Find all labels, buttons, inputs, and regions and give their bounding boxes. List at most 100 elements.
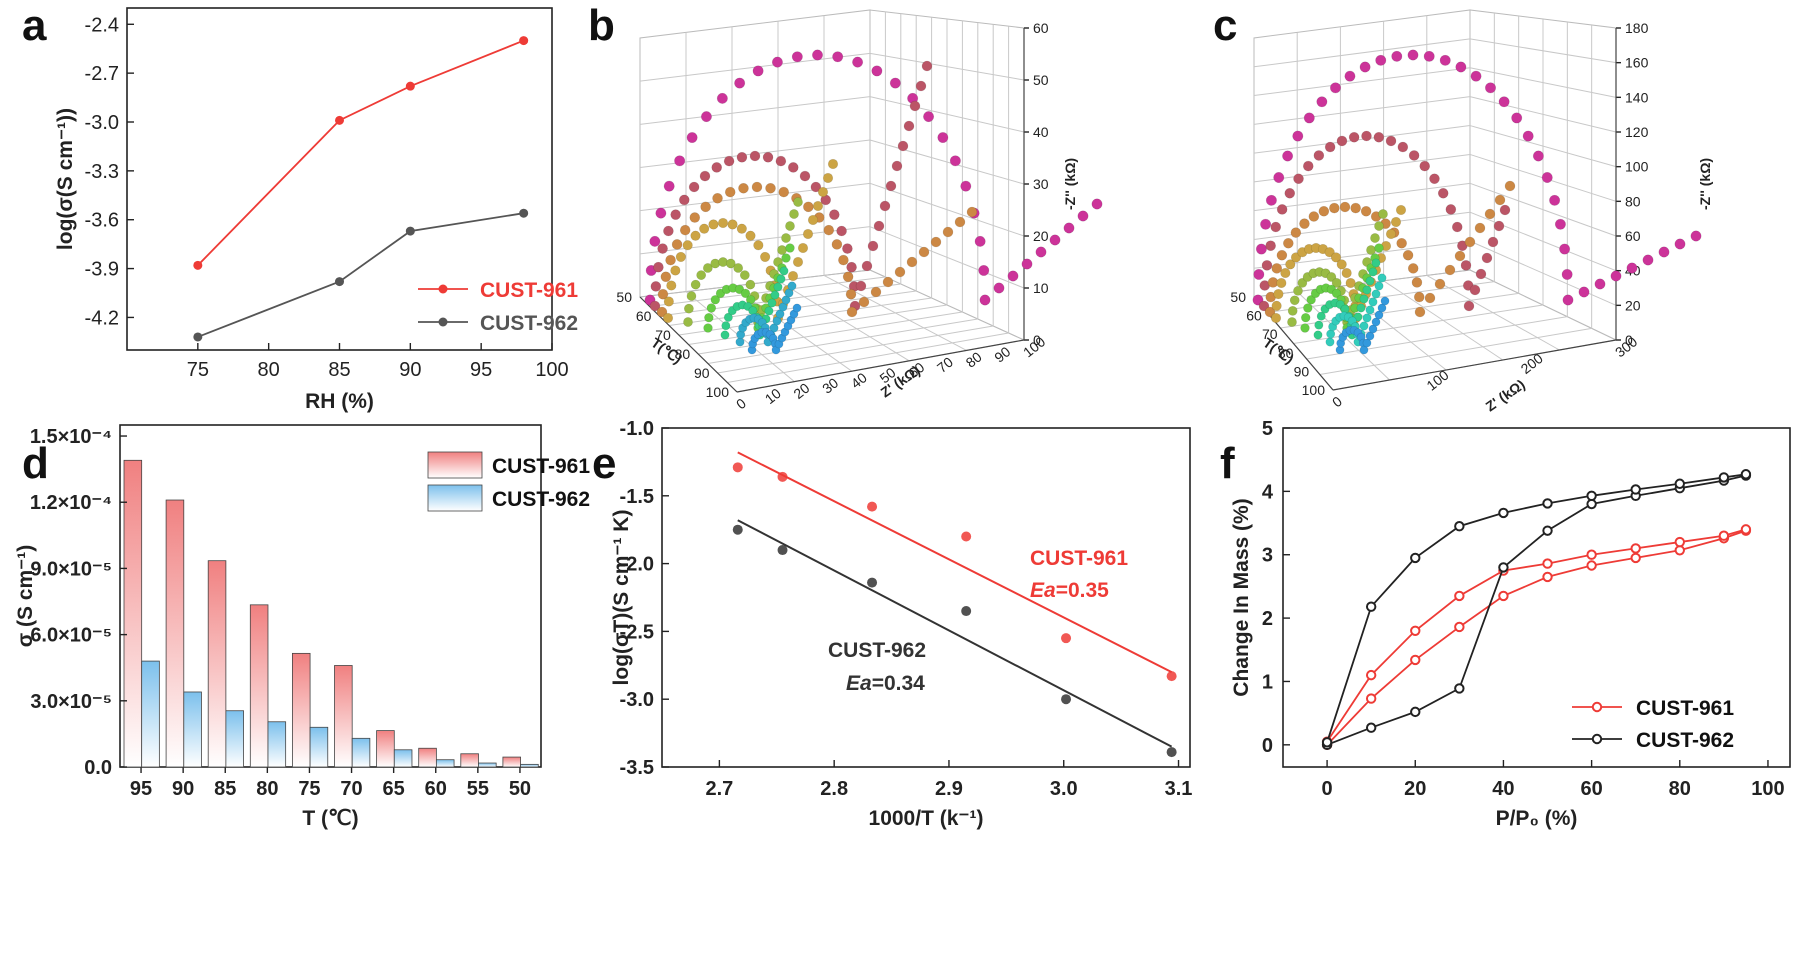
z-tick-label: 100 bbox=[1625, 159, 1649, 175]
nyquist-point bbox=[674, 155, 686, 167]
nyquist-point bbox=[787, 281, 797, 291]
nyquist-point bbox=[1419, 160, 1431, 172]
x-tick-label: 3.0 bbox=[1050, 778, 1078, 800]
nyquist-point bbox=[764, 306, 774, 316]
grid-line bbox=[1253, 125, 1471, 154]
data-point bbox=[405, 226, 415, 236]
nyquist-point bbox=[1498, 96, 1510, 108]
data-point bbox=[1365, 693, 1377, 704]
data-point bbox=[1630, 543, 1641, 554]
x-tick-label: 10 bbox=[762, 385, 784, 407]
bar bbox=[520, 763, 539, 768]
grid-line bbox=[639, 182, 871, 212]
nyquist-point bbox=[1293, 285, 1303, 296]
bar bbox=[165, 499, 185, 768]
nyquist-point bbox=[723, 155, 735, 167]
nyquist-point bbox=[1336, 135, 1348, 147]
x-axis-title: RH (%) bbox=[305, 390, 374, 413]
nyquist-point bbox=[810, 181, 822, 193]
nyquist-point bbox=[779, 266, 789, 276]
y-tick-label: 100 bbox=[706, 384, 730, 400]
nyquist-point bbox=[1331, 278, 1342, 288]
nyquist-point bbox=[682, 240, 693, 251]
nyquist-point bbox=[1396, 237, 1407, 249]
nyquist-point bbox=[1414, 306, 1426, 318]
bar bbox=[393, 749, 413, 768]
annotation-ea-2: Ea=0.34 bbox=[846, 672, 925, 695]
nyquist-point bbox=[1330, 252, 1342, 263]
nyquist-point bbox=[666, 280, 677, 291]
nyquist-point bbox=[663, 225, 674, 237]
y-tick-label: 80 bbox=[1278, 345, 1294, 361]
nyquist-point bbox=[954, 216, 966, 228]
data-point bbox=[867, 501, 878, 512]
y-tick-label: 5 bbox=[1262, 418, 1273, 440]
nyquist-point bbox=[1368, 297, 1378, 307]
data-point bbox=[193, 260, 203, 270]
nyquist-point bbox=[1499, 204, 1511, 216]
x-tick-label: 80 bbox=[256, 778, 278, 800]
nyquist-point bbox=[1261, 260, 1273, 271]
data-point bbox=[1542, 558, 1553, 569]
nyquist-point bbox=[1455, 61, 1467, 73]
nyquist-point bbox=[696, 270, 707, 280]
nyquist-point bbox=[1356, 303, 1366, 313]
data-point bbox=[1410, 654, 1421, 666]
nyquist-point bbox=[1313, 150, 1325, 161]
nyquist-point bbox=[1559, 243, 1571, 255]
legend-label: CUST-961 bbox=[1636, 697, 1734, 720]
nyquist-point bbox=[1280, 267, 1291, 279]
x-axis-title: 1000/T (k⁻¹) bbox=[869, 807, 984, 830]
x-tick-label: 0 bbox=[733, 395, 749, 413]
nyquist-point bbox=[1481, 252, 1493, 264]
nyquist-point bbox=[717, 217, 729, 229]
x-tick-label: 90 bbox=[991, 343, 1013, 365]
nyquist-point bbox=[1303, 112, 1315, 124]
data-point bbox=[1674, 545, 1685, 556]
nyquist-point bbox=[827, 158, 839, 170]
x-tick-label: 60 bbox=[1580, 778, 1602, 800]
legend-swatch bbox=[427, 484, 483, 512]
nyquist-point bbox=[1091, 198, 1103, 210]
nyquist-point bbox=[1362, 285, 1372, 295]
nyquist-point bbox=[1451, 221, 1463, 233]
nyquist-point bbox=[689, 212, 701, 223]
nyquist-point bbox=[745, 279, 756, 290]
nyquist-point bbox=[1253, 268, 1265, 280]
bar bbox=[141, 660, 160, 768]
nyquist-point bbox=[1273, 288, 1284, 300]
fit-line bbox=[737, 519, 1173, 748]
y-tick-label: -3.5 bbox=[620, 757, 654, 779]
nyquist-point bbox=[1380, 296, 1390, 306]
y-tick-label: 6.0×10⁻⁵ bbox=[30, 625, 112, 647]
nyquist-point bbox=[811, 49, 823, 61]
legend-label: CUST-961 bbox=[492, 455, 590, 478]
nyquist-point bbox=[1273, 172, 1285, 184]
y-tick-label: 50 bbox=[616, 289, 632, 305]
nyquist-point bbox=[760, 251, 771, 263]
nyquist-point bbox=[894, 266, 906, 278]
nyquist-point bbox=[1365, 305, 1375, 315]
x-tick-label: 100 bbox=[535, 359, 568, 381]
bar bbox=[249, 604, 269, 768]
nyquist-point bbox=[823, 224, 835, 236]
nyquist-point bbox=[1374, 310, 1384, 320]
nyquist-point bbox=[1371, 317, 1381, 327]
grid-line bbox=[707, 318, 978, 364]
grid-line bbox=[1306, 316, 1568, 360]
nyquist-point bbox=[923, 111, 935, 123]
data-point bbox=[1718, 530, 1730, 541]
nyquist-point bbox=[978, 264, 990, 276]
nyquist-point bbox=[720, 330, 730, 340]
data-point bbox=[1321, 737, 1333, 748]
nyquist-point bbox=[1460, 260, 1472, 271]
nyquist-point bbox=[799, 170, 811, 182]
nyquist-point bbox=[1373, 131, 1385, 143]
legend-label: CUST-962 bbox=[1636, 729, 1734, 752]
nyquist-point bbox=[736, 151, 748, 163]
ea-value: =0.34 bbox=[872, 672, 925, 695]
bar bbox=[460, 753, 479, 768]
data-point bbox=[1718, 472, 1730, 483]
grid-line bbox=[1383, 280, 1504, 361]
data-point bbox=[1542, 525, 1553, 536]
